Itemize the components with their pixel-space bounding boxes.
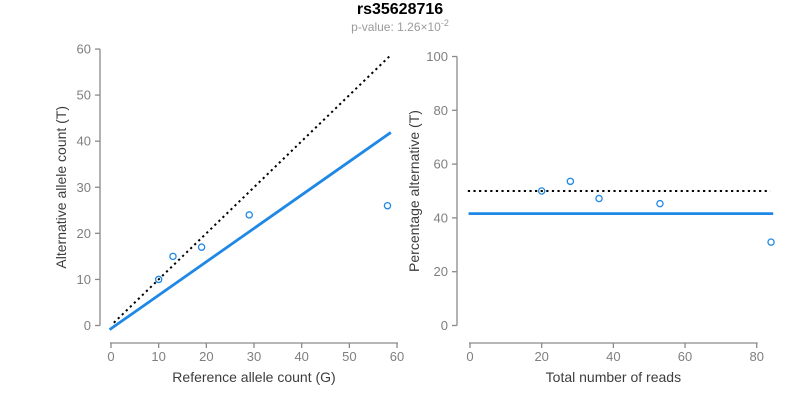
y-tick-label: 30 xyxy=(77,180,91,195)
x-tick-label: 0 xyxy=(107,349,114,364)
y-tick-label: 0 xyxy=(84,318,91,333)
data-point xyxy=(767,238,775,246)
x-tick-label: 30 xyxy=(247,349,261,364)
x-tick-label: 20 xyxy=(199,349,213,364)
y-tick-label: 20 xyxy=(77,226,91,241)
y-tick-label: 60 xyxy=(434,157,448,172)
x-tick-label: 60 xyxy=(390,349,404,364)
p-value-exponent: -2 xyxy=(440,18,449,28)
data-point xyxy=(566,177,575,186)
y-tick-label: 60 xyxy=(77,42,91,57)
y-tick-label: 40 xyxy=(77,134,91,149)
x-tick-label: 40 xyxy=(606,349,620,364)
percentage-alternative-scatter-panel: 0 20 40 60 80 100 0 20 40 60 80 Total number of rea… xyxy=(406,49,775,385)
y-axis-label: Alternative allele count (T) xyxy=(53,106,69,269)
y-tick-label: 100 xyxy=(426,49,448,64)
y-tick-label: 20 xyxy=(434,264,448,279)
data-point xyxy=(154,275,163,284)
p-value-text: p-value: 1.26×10 xyxy=(351,20,441,34)
x-tick-label: 40 xyxy=(294,349,308,364)
data-point xyxy=(197,243,206,251)
data-point xyxy=(656,199,664,208)
y-axis-label: Percentage alternative (T) xyxy=(406,110,422,272)
figure-title: rs35628716 xyxy=(356,1,444,18)
x-tick-label: 50 xyxy=(342,349,356,364)
y-tick-label: 10 xyxy=(77,272,91,287)
figure-subtitle: p-value: 1.26×10-2 xyxy=(0,18,800,35)
x-axis-label: Total number of reads xyxy=(546,369,681,385)
data-point xyxy=(245,211,253,219)
y-tick-label: 40 xyxy=(434,210,448,225)
data-point xyxy=(537,187,546,195)
regression-line xyxy=(108,131,392,331)
x-tick-label: 20 xyxy=(534,349,548,364)
data-point xyxy=(595,194,603,203)
y-tick-label: 80 xyxy=(434,103,448,118)
data-point xyxy=(383,201,392,210)
x-tick-label: 0 xyxy=(466,349,473,364)
x-tick-label: 80 xyxy=(749,349,763,364)
x-tick-label: 10 xyxy=(151,349,165,364)
y-tick-label: 0 xyxy=(441,318,448,333)
y-tick-label: 50 xyxy=(77,88,91,103)
x-axis-label: Reference allele count (G) xyxy=(172,369,335,385)
identity-line xyxy=(113,55,391,324)
allele-count-scatter-panel: 0 10 20 30 40 50 60 0 10 20 30 40 50 60 Reference alle… xyxy=(53,42,404,385)
x-tick-label: 60 xyxy=(678,349,692,364)
data-point xyxy=(169,252,177,261)
